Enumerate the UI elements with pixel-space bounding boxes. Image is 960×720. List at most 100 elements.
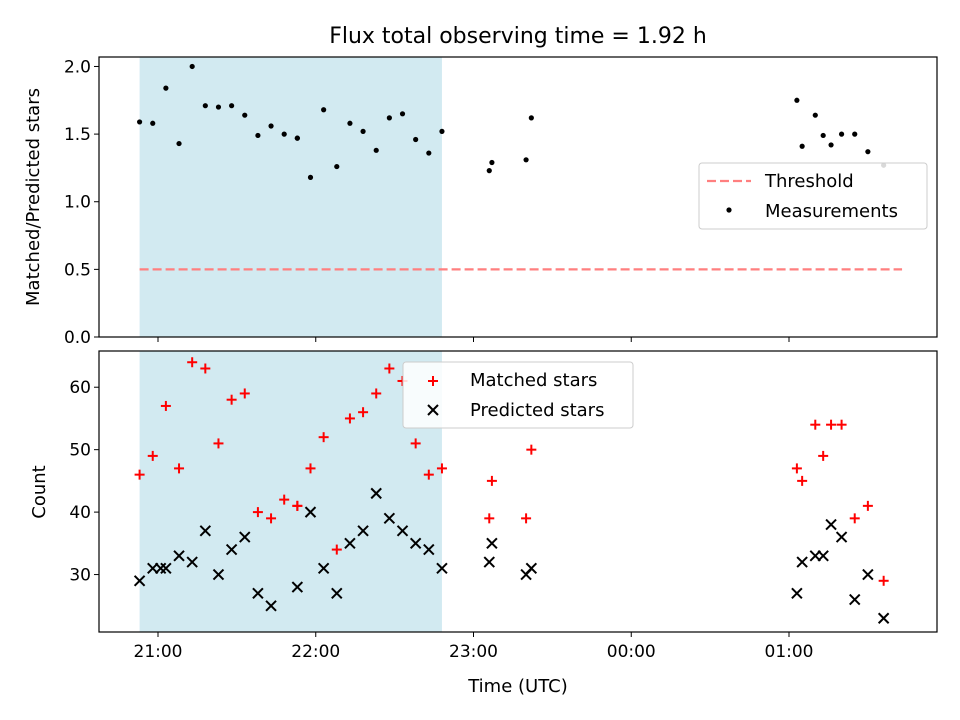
y-tick-label: 30 [69, 566, 91, 586]
predicted-star-mark [483, 556, 495, 568]
predicted-star-mark [133, 575, 146, 587]
predicted-star-point [409, 537, 422, 550]
matched-star-point [862, 500, 873, 511]
legend-threshold-label: Threshold [764, 171, 854, 192]
measurement-point [202, 103, 208, 109]
y-tick-label: 0.5 [64, 260, 91, 280]
y-tick-label: 0.0 [64, 328, 91, 348]
measurement-point [523, 157, 529, 163]
legend-measurement-swatch [726, 207, 732, 213]
predicted-star-point [186, 556, 198, 568]
measurement-point [799, 143, 805, 149]
predicted-star-point [423, 543, 435, 556]
x-tick-label: 23:00 [449, 642, 498, 662]
observing-window-shade [139, 57, 442, 337]
x-tick-label: 00:00 [607, 642, 656, 662]
predicted-star-point [317, 562, 330, 575]
predicted-star-point [344, 537, 356, 550]
measurement-point [176, 140, 182, 147]
y-tick-label: 40 [69, 503, 91, 523]
predicted-star-mark [796, 556, 808, 568]
predicted-star-point [199, 525, 212, 537]
matched-star-point [318, 432, 329, 443]
measurement-point [294, 135, 300, 141]
axes-frame [98, 350, 938, 633]
predicted-star-point [331, 587, 343, 599]
predicted-star-mark [791, 587, 803, 599]
measurement-point [528, 115, 534, 121]
measurement-point [373, 147, 379, 153]
matched-star-point [358, 407, 369, 418]
matched-star-point [371, 388, 382, 399]
predicted-star-mark [825, 518, 837, 531]
measurement-point [163, 85, 169, 91]
x-tick-label: 22:00 [291, 642, 340, 662]
measurement-point [486, 168, 492, 174]
measurement-point [838, 131, 845, 137]
measurement-point [828, 142, 834, 148]
bottom-panel: 30 40 50 60 21:00 22:00 23:00 00:00 01:00 Matched… [69, 350, 938, 662]
measurement-point [229, 103, 235, 109]
predicted-star-mark [291, 581, 304, 593]
predicted-star-point [862, 568, 874, 581]
x-tick-label: 21:00 [134, 642, 183, 662]
measurement-point [812, 112, 818, 118]
predicted-star-mark [225, 543, 238, 556]
predicted-star-point [817, 550, 829, 562]
observing-window-shade [139, 351, 442, 632]
predicted-star-point [877, 612, 890, 624]
measurement-point [334, 163, 340, 170]
bottom-y-axis-label: Count [29, 465, 50, 518]
predicted-star-mark [252, 587, 264, 599]
predicted-star-mark [357, 525, 369, 537]
predicted-star-point [796, 556, 808, 568]
predicted-star-mark [383, 512, 396, 525]
matched-star-point [521, 513, 532, 524]
matched-star-point [526, 444, 537, 455]
predicted-star-point [252, 587, 264, 599]
matched-star-point [331, 544, 342, 555]
predicted-star-point [239, 531, 251, 543]
predicted-star-point [483, 556, 495, 568]
x-axis-label: Time (UTC) [467, 676, 568, 697]
measurement-point [794, 97, 800, 103]
measurement-point [189, 63, 195, 70]
predicted-star-mark [849, 593, 861, 606]
measurement-point [439, 128, 445, 134]
matched-star-point [410, 438, 421, 449]
y-tick-label: 50 [69, 441, 91, 461]
matched-star-point [818, 450, 829, 461]
matched-star-point [147, 450, 158, 461]
matched-star-point [797, 475, 808, 486]
matched-star-point [134, 469, 145, 480]
predicted-star-mark [304, 506, 317, 518]
predicted-star-mark [317, 562, 330, 575]
legend-matched-label: Matched stars [470, 370, 597, 391]
measurement-point [413, 136, 419, 143]
measurement-point [136, 119, 143, 125]
predicted-star-mark [173, 550, 185, 562]
predicted-star-point [825, 518, 837, 531]
chart-title: Flux total observing time = 1.92 h [329, 24, 707, 49]
matched-star-point [484, 513, 495, 524]
x-tick-label: 01:00 [765, 642, 814, 662]
measurement-point [268, 123, 274, 129]
predicted-star-mark [835, 531, 848, 543]
measurement-point [255, 132, 261, 139]
measurement-point [347, 120, 353, 126]
measurement-point [307, 174, 314, 180]
measurement-point [215, 104, 222, 110]
matched-star-point [213, 438, 224, 449]
predicted-star-point [486, 537, 498, 550]
measurement-point [820, 132, 826, 139]
predicted-star-point [370, 487, 382, 500]
predicted-star-point [160, 562, 172, 575]
predicted-star-mark [436, 562, 448, 575]
predicted-star-mark [186, 556, 198, 568]
matched-star-point [174, 463, 185, 474]
predicted-star-point [304, 506, 317, 518]
legend-measurement-label: Measurements [765, 201, 898, 222]
predicted-star-point [396, 525, 409, 537]
predicted-star-point [791, 587, 803, 599]
